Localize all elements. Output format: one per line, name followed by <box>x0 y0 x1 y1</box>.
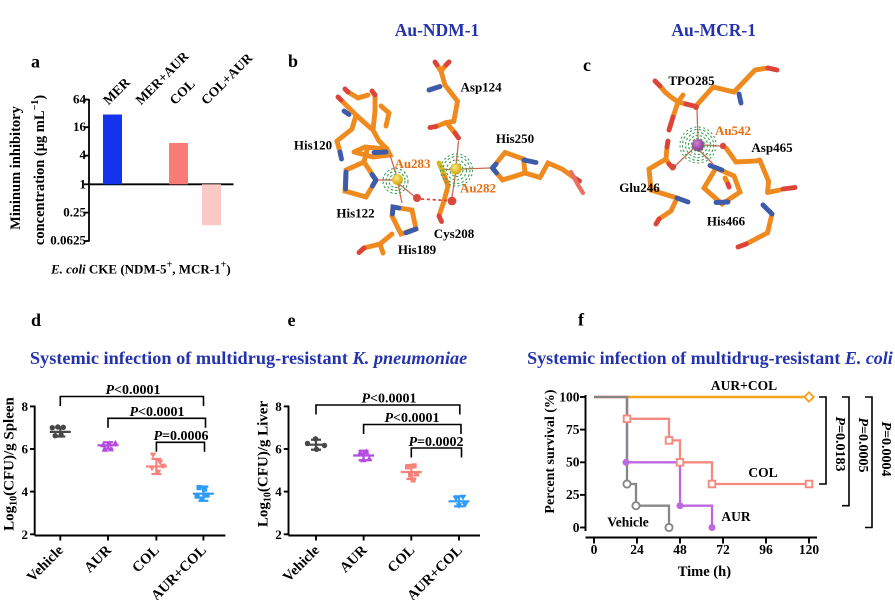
svg-text:c: c <box>583 55 591 75</box>
svg-text:4: 4 <box>22 484 29 499</box>
svg-text:His466: His466 <box>707 214 746 229</box>
svg-text:Systemic infection of multidru: Systemic infection of multidrug-resistan… <box>527 348 893 368</box>
svg-text:0: 0 <box>591 542 598 557</box>
svg-text:COL: COL <box>748 465 777 480</box>
svg-text:4: 4 <box>275 484 282 499</box>
svg-text:Mininum inhibitory: Mininum inhibitory <box>8 105 24 229</box>
svg-text:Au-NDM-1: Au-NDM-1 <box>395 20 480 40</box>
svg-text:His122: His122 <box>336 206 374 221</box>
svg-text:f: f <box>578 310 585 330</box>
svg-text:AUR+COL: AUR+COL <box>711 378 777 393</box>
svg-text:Au-MCR-1: Au-MCR-1 <box>671 20 756 40</box>
svg-text:Vehicle: Vehicle <box>607 515 649 530</box>
svg-text:0.25: 0.25 <box>63 204 86 219</box>
svg-text:P<0.0001: P<0.0001 <box>129 405 184 420</box>
svg-text:His189: His189 <box>398 242 437 257</box>
svg-text:48: 48 <box>673 542 687 557</box>
svg-text:TPO285: TPO285 <box>668 73 715 88</box>
svg-text:b: b <box>288 51 298 71</box>
svg-text:Asp465: Asp465 <box>751 140 793 155</box>
svg-text:a: a <box>31 52 40 72</box>
svg-text:Au283: Au283 <box>394 156 431 171</box>
svg-text:Au282: Au282 <box>460 181 496 196</box>
svg-text:64: 64 <box>73 91 87 106</box>
svg-text:0.0625: 0.0625 <box>50 233 86 248</box>
svg-text:50: 50 <box>566 455 580 470</box>
svg-text:0: 0 <box>573 520 580 535</box>
svg-text:AUR: AUR <box>721 509 750 524</box>
svg-text:8: 8 <box>275 399 282 414</box>
svg-text:P=0.0004: P=0.0004 <box>878 421 893 476</box>
svg-text:concentration (μg mL−1): concentration (μg mL−1) <box>30 95 48 245</box>
svg-text:6: 6 <box>275 442 282 457</box>
svg-text:P<0.0001: P<0.0001 <box>384 411 439 426</box>
svg-text:72: 72 <box>716 542 730 557</box>
svg-text:120: 120 <box>799 542 820 557</box>
svg-text:Asp124: Asp124 <box>461 80 503 95</box>
svg-text:1: 1 <box>80 176 87 191</box>
svg-text:Log10(CFU)/g Spleen: Log10(CFU)/g Spleen <box>2 396 20 530</box>
svg-text:Cys208: Cys208 <box>434 226 475 241</box>
svg-text:8: 8 <box>22 399 29 414</box>
svg-text:E. coli CKE (NDM-5+, MCR-1+): E. coli CKE (NDM-5+, MCR-1+) <box>50 260 231 277</box>
svg-text:75: 75 <box>566 422 580 437</box>
svg-text:Log10(CFU)/g Liver: Log10(CFU)/g Liver <box>256 401 274 528</box>
svg-text:6: 6 <box>22 442 29 457</box>
svg-text:100: 100 <box>559 389 580 404</box>
svg-text:P=0.0183: P=0.0183 <box>832 416 847 471</box>
svg-text:P<0.0001: P<0.0001 <box>105 383 160 398</box>
svg-text:His120: His120 <box>294 138 332 153</box>
svg-text:96: 96 <box>759 542 773 557</box>
svg-text:24: 24 <box>630 542 644 557</box>
svg-text:4: 4 <box>80 147 87 162</box>
svg-text:2: 2 <box>22 527 29 542</box>
svg-text:Percent survival (%): Percent survival (%) <box>543 389 558 513</box>
svg-text:2: 2 <box>275 527 282 542</box>
svg-text:His250: His250 <box>496 131 534 146</box>
svg-text:e: e <box>288 310 296 330</box>
svg-text:Time (h): Time (h) <box>678 564 731 580</box>
svg-text:P<0.0001: P<0.0001 <box>361 392 416 407</box>
svg-text:P=0.0006: P=0.0006 <box>153 429 208 444</box>
svg-text:d: d <box>31 310 41 330</box>
svg-text:Au542: Au542 <box>715 123 751 138</box>
svg-text:16: 16 <box>73 119 87 134</box>
svg-text:Glu246: Glu246 <box>619 180 660 195</box>
svg-text:P=0.0002: P=0.0002 <box>408 435 463 450</box>
svg-text:Systemic infection of multidru: Systemic infection of multidrug-resistan… <box>30 348 467 368</box>
svg-text:25: 25 <box>566 487 580 502</box>
svg-text:P=0.0005: P=0.0005 <box>855 417 870 472</box>
